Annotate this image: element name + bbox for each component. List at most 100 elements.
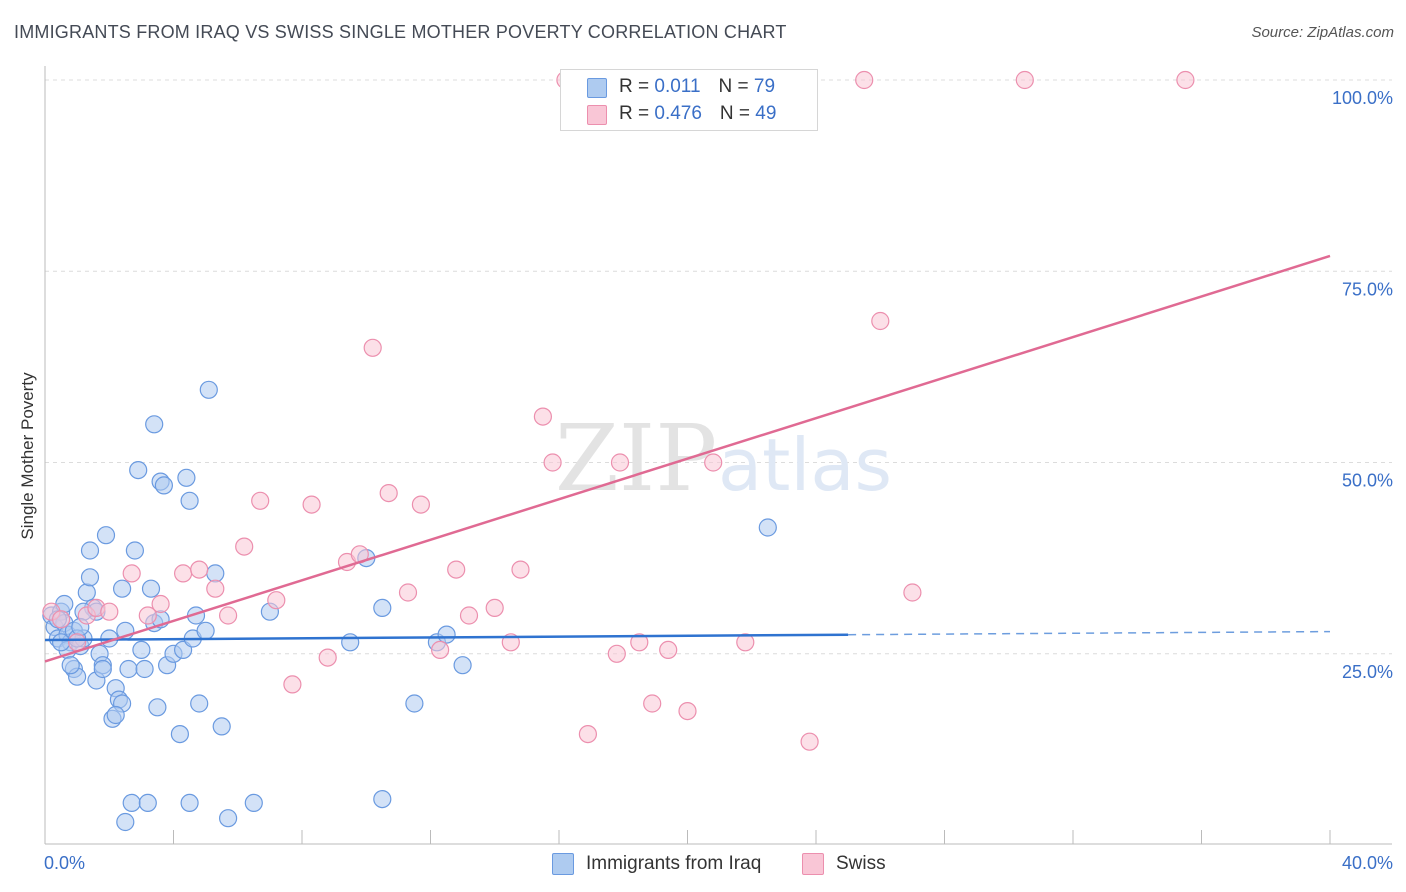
legend-r-value: 0.011 <box>654 76 701 97</box>
legend-item-swiss[interactable]: Swiss <box>802 851 886 877</box>
data-point-swiss <box>736 633 755 652</box>
data-point-iraq <box>180 491 199 510</box>
data-point-iraq <box>138 793 157 813</box>
data-point-swiss <box>122 564 141 583</box>
data-point-swiss <box>871 311 890 331</box>
legend-item-iraq[interactable]: Immigrants from Iraq <box>552 851 761 877</box>
data-point-iraq <box>219 809 238 828</box>
data-point-iraq <box>212 717 231 736</box>
data-point-swiss <box>459 606 479 625</box>
data-point-iraq <box>373 789 392 809</box>
data-point-iraq <box>199 380 218 399</box>
data-point-iraq <box>453 656 472 675</box>
legend-r-label: R = <box>619 103 655 124</box>
data-point-iraq <box>93 659 112 679</box>
y-tick-label: 75.0% <box>1342 279 1393 299</box>
data-point-swiss <box>447 560 466 579</box>
series-immigrants-from-iraq <box>42 380 777 832</box>
source-label: Source: ZipAtlas.com <box>1251 24 1394 41</box>
watermark: ZIP atlas <box>555 405 892 512</box>
data-point-iraq <box>96 526 116 545</box>
data-point-swiss <box>578 724 598 744</box>
data-point-swiss <box>235 537 254 556</box>
data-point-iraq <box>61 656 80 675</box>
data-point-swiss <box>251 491 270 510</box>
data-point-iraq <box>341 633 360 652</box>
data-point-iraq <box>206 564 225 583</box>
chart-title: IMMIGRANTS FROM IRAQ VS SWISS SINGLE MOT… <box>14 22 787 42</box>
data-point-swiss <box>659 640 678 660</box>
data-point-iraq <box>80 568 100 587</box>
data-point-iraq <box>129 461 148 480</box>
data-point-iraq <box>80 541 100 560</box>
data-point-swiss <box>283 675 302 694</box>
data-point-iraq <box>116 812 135 832</box>
data-point-iraq <box>141 579 161 598</box>
data-point-iraq <box>190 694 209 713</box>
data-point-iraq <box>145 415 164 434</box>
data-point-iraq <box>77 583 96 602</box>
data-point-swiss <box>411 495 430 514</box>
data-point-iraq <box>112 579 132 598</box>
data-point-iraq <box>51 633 71 652</box>
data-point-swiss <box>151 594 170 614</box>
legend-r-label: R = <box>619 76 655 97</box>
legend-swatch-pink <box>802 853 824 875</box>
legend-label-swiss: Swiss <box>836 853 886 874</box>
data-point-swiss <box>643 694 662 713</box>
legend-n-value: 49 <box>755 103 777 124</box>
data-point-iraq <box>373 598 392 618</box>
watermark-zip: ZIP <box>555 405 717 512</box>
trend-lines <box>44 254 1331 663</box>
data-point-swiss <box>678 701 697 721</box>
legend-swatch-pink <box>587 105 607 125</box>
y-tick-label: 100.0% <box>1332 88 1393 108</box>
trend-line-swiss <box>44 254 1331 663</box>
data-point-swiss <box>543 453 562 472</box>
data-point-iraq <box>170 724 189 744</box>
data-point-iraq <box>154 476 173 495</box>
data-point-swiss <box>610 453 630 472</box>
data-point-swiss <box>607 644 626 663</box>
data-point-iraq <box>135 659 154 679</box>
axes <box>44 66 1392 845</box>
data-point-swiss <box>903 583 922 602</box>
data-point-swiss <box>533 407 553 426</box>
tick-labels: 25.0% 50.0% 75.0% 100.0% 0.0% 40.0% <box>44 88 1393 873</box>
data-point-iraq <box>132 640 151 660</box>
data-point-iraq <box>244 793 263 813</box>
data-point-swiss <box>219 606 238 625</box>
data-point-swiss <box>855 70 874 90</box>
data-point-swiss <box>138 606 157 625</box>
data-point-swiss <box>630 633 649 652</box>
legend-n-label: N = <box>719 103 756 124</box>
data-point-swiss <box>1015 70 1034 90</box>
data-point-iraq <box>106 705 125 725</box>
data-point-swiss <box>267 591 286 610</box>
trend-line-iraq-projected <box>848 630 1331 636</box>
legend-swatch-blue <box>587 78 607 98</box>
data-point-swiss <box>100 602 119 621</box>
data-point-swiss <box>431 640 450 660</box>
grid <box>45 79 1392 655</box>
data-point-swiss <box>379 484 398 503</box>
legend-n-value: 79 <box>753 76 776 97</box>
y-tick-label: 50.0% <box>1342 471 1393 491</box>
data-point-swiss <box>1176 70 1195 90</box>
x-tick-label: 0.0% <box>44 853 85 873</box>
data-point-swiss <box>302 495 321 514</box>
watermark-atlas: atlas <box>718 423 892 507</box>
data-point-iraq <box>122 793 141 813</box>
data-point-swiss <box>318 648 337 667</box>
data-point-iraq <box>437 625 456 644</box>
data-point-iraq <box>177 468 196 487</box>
y-tick-label: 25.0% <box>1342 662 1393 682</box>
x-tick-label: 40.0% <box>1342 853 1393 873</box>
data-point-swiss <box>190 560 209 579</box>
data-point-swiss <box>398 583 418 602</box>
trend-line-iraq <box>44 633 849 642</box>
data-point-iraq <box>125 541 144 560</box>
data-point-iraq <box>148 698 167 717</box>
data-point-iraq <box>405 694 424 713</box>
